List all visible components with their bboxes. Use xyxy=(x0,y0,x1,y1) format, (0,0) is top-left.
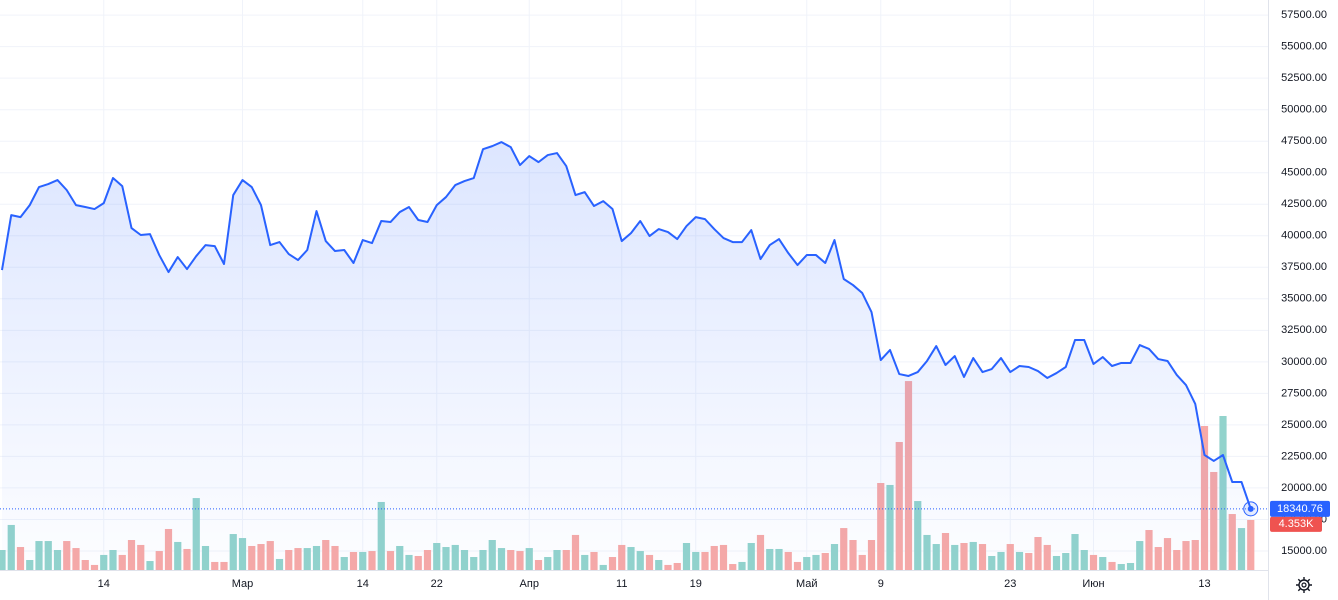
last-price-box xyxy=(1270,500,1330,517)
last-point xyxy=(1247,505,1254,512)
y-tick-label: 50000.00 xyxy=(1281,104,1327,116)
y-tick-label: 52500.00 xyxy=(1281,72,1327,84)
y-tick-label: 45000.00 xyxy=(1281,167,1327,179)
last-volume-box xyxy=(1270,516,1322,532)
y-tick-label: 15000.00 xyxy=(1281,545,1327,557)
y-tick-label: 40000.00 xyxy=(1281,230,1327,242)
last-volume-label: 4.353K xyxy=(1279,518,1315,530)
y-tick-label: 47500.00 xyxy=(1281,135,1327,147)
y-tick-label: 27500.00 xyxy=(1281,387,1327,399)
x-tick-label: 9 xyxy=(878,578,884,590)
x-tick-label: 23 xyxy=(1004,578,1016,590)
x-tick-label: 11 xyxy=(616,578,627,590)
x-tick-label: Май xyxy=(796,578,818,590)
y-tick-label: 30000.00 xyxy=(1281,356,1327,368)
x-tick-label: Мар xyxy=(232,578,254,590)
price-line xyxy=(1,141,1252,510)
y-tick-label: 37500.00 xyxy=(1281,261,1327,273)
y-tick-label: 42500.00 xyxy=(1281,198,1327,210)
x-tick-label: Апр xyxy=(520,578,539,590)
x-tick-label: 19 xyxy=(690,578,702,590)
area-fill xyxy=(2,142,1251,570)
gear-teeth xyxy=(1296,577,1312,593)
x-tick-label: Июн xyxy=(1082,578,1104,590)
x-tick-label: 14 xyxy=(357,578,369,590)
y-tick-label: 22500.00 xyxy=(1281,450,1327,462)
y-tick-label: 32500.00 xyxy=(1281,324,1327,336)
plot xyxy=(0,141,1268,570)
axes: 15000.0017500.0020000.0022500.0025000.00… xyxy=(98,9,1330,590)
y-tick-label: 20000.00 xyxy=(1281,482,1327,494)
gear-hub xyxy=(1301,582,1307,588)
y-tick-label: 35000.00 xyxy=(1281,293,1327,305)
x-tick-label: 22 xyxy=(431,578,443,590)
x-tick-label: 13 xyxy=(1198,578,1210,590)
last-price-label: 18340.76 xyxy=(1277,503,1323,515)
x-tick-label: 14 xyxy=(98,578,110,590)
y-tick-label: 57500.00 xyxy=(1281,9,1327,21)
y-tick-label: 25000.00 xyxy=(1281,419,1327,431)
y-tick-label: 55000.00 xyxy=(1281,41,1327,53)
settings-icon[interactable] xyxy=(1296,577,1312,593)
